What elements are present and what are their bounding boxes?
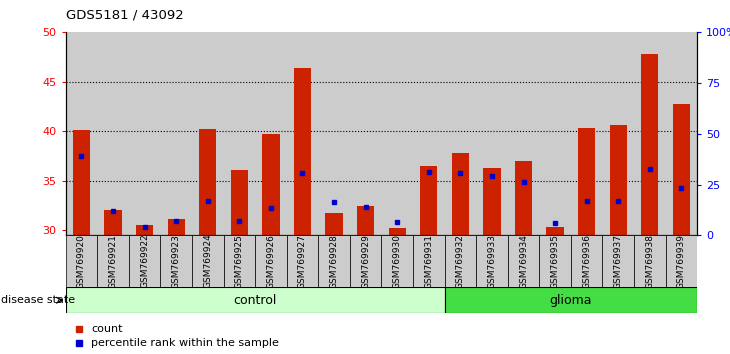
Bar [104, 210, 122, 235]
Bar [161, 32, 192, 235]
Text: GSM769929: GSM769929 [361, 234, 370, 289]
Bar [255, 32, 287, 235]
Bar [293, 68, 311, 235]
Bar [136, 225, 153, 235]
FancyBboxPatch shape [287, 235, 318, 287]
Text: GSM769925: GSM769925 [235, 234, 244, 289]
FancyBboxPatch shape [666, 235, 697, 287]
Text: percentile rank within the sample: percentile rank within the sample [91, 338, 279, 348]
Text: GSM769921: GSM769921 [109, 234, 118, 289]
FancyBboxPatch shape [508, 235, 539, 287]
Bar [388, 228, 406, 235]
Text: glioma: glioma [550, 293, 592, 307]
Bar [287, 32, 318, 235]
Bar [539, 32, 571, 235]
FancyBboxPatch shape [192, 235, 223, 287]
Text: GSM769930: GSM769930 [393, 234, 402, 289]
FancyBboxPatch shape [128, 235, 161, 287]
Bar [571, 32, 602, 235]
FancyBboxPatch shape [97, 235, 128, 287]
Bar [420, 166, 437, 235]
Bar [476, 32, 507, 235]
Bar [128, 32, 161, 235]
Text: GSM769934: GSM769934 [519, 234, 528, 289]
Text: GSM769933: GSM769933 [488, 234, 496, 289]
FancyBboxPatch shape [445, 287, 697, 313]
Text: control: control [234, 293, 277, 307]
FancyBboxPatch shape [255, 235, 287, 287]
FancyBboxPatch shape [634, 235, 666, 287]
Text: GSM769923: GSM769923 [172, 234, 181, 289]
Bar [318, 32, 350, 235]
Text: GSM769938: GSM769938 [645, 234, 654, 289]
Bar [507, 32, 539, 235]
Bar [641, 54, 658, 235]
Text: GSM769920: GSM769920 [77, 234, 86, 289]
FancyBboxPatch shape [381, 235, 413, 287]
Bar [610, 125, 627, 235]
Bar [515, 161, 532, 235]
Bar [578, 128, 596, 235]
FancyBboxPatch shape [66, 235, 97, 287]
FancyBboxPatch shape [413, 235, 445, 287]
Bar [350, 32, 381, 235]
FancyBboxPatch shape [223, 235, 256, 287]
Text: disease state: disease state [1, 295, 76, 305]
FancyBboxPatch shape [539, 235, 571, 287]
Bar [672, 104, 690, 235]
Bar [97, 32, 128, 235]
Bar [602, 32, 634, 235]
Bar [413, 32, 445, 235]
Bar [231, 170, 248, 235]
Bar [666, 32, 697, 235]
Bar [546, 228, 564, 235]
Text: GSM769931: GSM769931 [424, 234, 434, 289]
Bar [192, 32, 223, 235]
Text: GSM769939: GSM769939 [677, 234, 686, 289]
FancyBboxPatch shape [66, 287, 445, 313]
Bar [73, 130, 91, 235]
FancyBboxPatch shape [318, 235, 350, 287]
Bar [167, 218, 185, 235]
Text: GDS5181 / 43092: GDS5181 / 43092 [66, 9, 183, 22]
Text: GSM769928: GSM769928 [329, 234, 339, 289]
FancyBboxPatch shape [445, 235, 476, 287]
FancyBboxPatch shape [161, 235, 192, 287]
FancyBboxPatch shape [602, 235, 634, 287]
Text: GSM769932: GSM769932 [456, 234, 465, 289]
Text: GSM769926: GSM769926 [266, 234, 275, 289]
Bar [326, 212, 343, 235]
Bar [262, 134, 280, 235]
Bar [445, 32, 476, 235]
Bar [381, 32, 413, 235]
Text: GSM769936: GSM769936 [582, 234, 591, 289]
Bar [357, 206, 374, 235]
FancyBboxPatch shape [571, 235, 602, 287]
Bar [634, 32, 666, 235]
FancyBboxPatch shape [350, 235, 381, 287]
Text: count: count [91, 324, 123, 334]
Bar [452, 153, 469, 235]
Bar [66, 32, 97, 235]
Text: GSM769935: GSM769935 [550, 234, 560, 289]
Text: GSM769927: GSM769927 [298, 234, 307, 289]
Bar [223, 32, 255, 235]
Text: GSM769937: GSM769937 [614, 234, 623, 289]
FancyBboxPatch shape [476, 235, 508, 287]
Bar [483, 168, 501, 235]
Text: GSM769924: GSM769924 [203, 234, 212, 289]
Bar [199, 129, 217, 235]
Text: GSM769922: GSM769922 [140, 234, 149, 289]
